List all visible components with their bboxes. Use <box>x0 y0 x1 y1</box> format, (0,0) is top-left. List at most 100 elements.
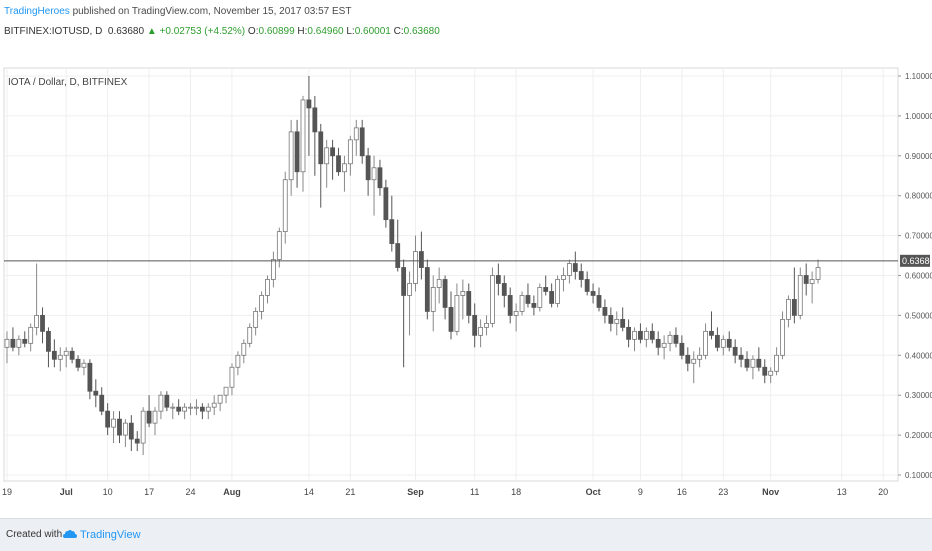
candle <box>247 323 253 348</box>
candle <box>46 327 51 368</box>
candle <box>430 275 436 332</box>
candle-body <box>365 155 371 181</box>
x-tick-label: Jul <box>60 487 73 497</box>
x-tick-label: 20 <box>878 487 888 497</box>
candle <box>543 275 549 296</box>
candle-body <box>460 291 466 296</box>
candle <box>371 155 377 216</box>
candle-body <box>111 418 116 428</box>
candle <box>300 95 306 192</box>
candle-body <box>620 318 626 328</box>
y-tick-label: 0.20000 <box>905 431 932 440</box>
candle <box>460 279 466 320</box>
candle-body <box>448 307 454 332</box>
candle <box>241 339 247 364</box>
candle <box>572 251 578 280</box>
candle-body <box>519 295 525 312</box>
candle <box>22 331 28 348</box>
candle <box>442 275 448 320</box>
candle <box>383 179 389 228</box>
candle <box>638 323 643 344</box>
candle <box>661 335 667 360</box>
candle-body <box>495 275 501 284</box>
high-label: H: <box>297 26 308 37</box>
candle <box>294 119 300 188</box>
author-link[interactable]: TradingHeroes <box>4 6 70 17</box>
x-tick-label: 19 <box>2 487 12 497</box>
x-tick-label: 13 <box>837 487 847 497</box>
candle-body <box>561 275 566 280</box>
candle <box>377 159 383 196</box>
low-label: L: <box>346 26 355 37</box>
candle <box>253 307 259 336</box>
candle-body <box>128 422 134 440</box>
candle-body <box>158 394 164 412</box>
candle <box>69 347 75 364</box>
candle-body <box>69 350 75 360</box>
candle-body <box>336 155 341 173</box>
candle <box>620 307 626 332</box>
candle-body <box>383 187 389 221</box>
candle <box>134 431 140 452</box>
candle-body <box>40 314 45 332</box>
candle-body <box>490 275 495 324</box>
candle-body <box>786 299 791 320</box>
tradingview-link[interactable]: TradingView <box>80 529 141 541</box>
candle <box>436 267 442 304</box>
candle-body <box>46 330 51 352</box>
candle <box>235 351 241 376</box>
tradingview-cloud-icon <box>63 530 77 538</box>
candle-body <box>803 275 809 284</box>
candle <box>655 331 661 356</box>
candle-body <box>389 219 395 244</box>
x-axis: 19 Jul 10 17 24 Aug 14 21 Sep 11 18 Oct 9 16 23 Nov 13 20 <box>2 487 888 497</box>
candle <box>211 395 217 416</box>
close-label: C: <box>393 26 404 37</box>
candle <box>590 283 596 304</box>
candle <box>87 359 93 400</box>
candle-body <box>170 406 176 409</box>
candle <box>602 299 608 324</box>
candle-body <box>567 263 572 276</box>
x-tick-label: 21 <box>345 487 355 497</box>
y-tick-label: 0.40000 <box>905 351 932 360</box>
candle-body <box>614 318 620 324</box>
y-tick-label: 1.00000 <box>905 112 932 121</box>
candle <box>815 259 821 284</box>
plot-area <box>3 67 899 482</box>
candle <box>324 139 330 188</box>
candle <box>158 391 164 420</box>
x-tick-label: Nov <box>762 487 779 497</box>
candlestick-chart[interactable]: 0.63680 0.10000 0.20000 0.30000 0.40000 0.50… <box>0 48 932 518</box>
candle <box>490 267 495 328</box>
candle-body <box>584 279 590 292</box>
candle-body <box>294 131 300 173</box>
candle-body <box>34 314 39 328</box>
candle-body <box>152 410 158 424</box>
candle <box>738 347 744 368</box>
candle <box>164 391 170 412</box>
candle <box>649 323 655 344</box>
candle-body <box>655 338 661 348</box>
candle <box>306 75 312 156</box>
candle-body <box>715 334 720 348</box>
candle-body <box>673 334 679 344</box>
candle-body <box>123 422 128 436</box>
candle <box>703 323 708 360</box>
candle <box>803 263 809 296</box>
candle-body <box>750 358 756 368</box>
candle <box>513 303 519 332</box>
price-label-box <box>900 254 930 267</box>
candle-body <box>217 394 223 404</box>
candle-body <box>146 410 152 424</box>
candle-body <box>590 291 596 296</box>
candle-body <box>738 354 744 360</box>
candle-body <box>442 279 448 308</box>
candle-body <box>815 267 821 280</box>
candle <box>466 283 472 324</box>
y-tick-label: 0.50000 <box>905 311 932 320</box>
y-tick-label: 1.10000 <box>905 72 932 81</box>
candle <box>549 283 555 308</box>
candle-body <box>667 334 673 344</box>
candle-body <box>194 406 199 409</box>
